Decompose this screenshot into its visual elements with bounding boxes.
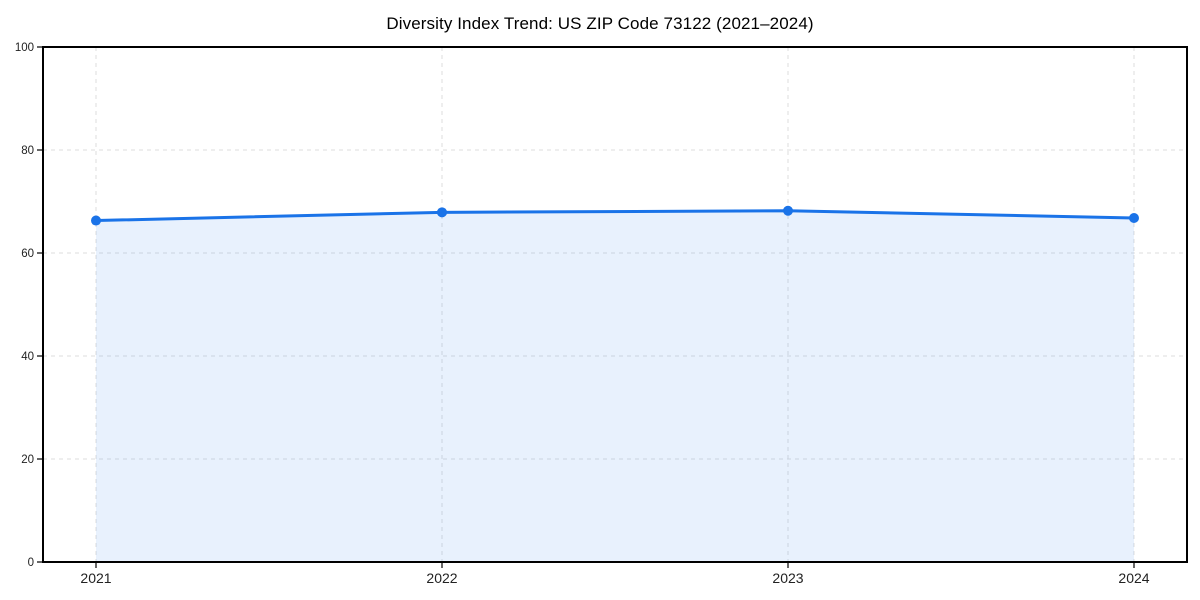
x-tick-label: 2022: [426, 570, 457, 586]
y-tick-label: 40: [21, 351, 34, 363]
y-tick-label: 0: [28, 557, 34, 569]
y-tick-label: 60: [21, 248, 34, 260]
x-tick-label: 2023: [772, 570, 803, 586]
chart-title: Diversity Index Trend: US ZIP Code 73122…: [386, 14, 814, 33]
y-tick-label: 20: [21, 454, 34, 466]
trend-line: [94, 209, 1136, 223]
data-point-2024: [1129, 212, 1139, 223]
y-tick-label: 80: [21, 145, 34, 157]
data-point-2021: [91, 215, 101, 226]
area-fill: [96, 210, 1134, 562]
x-tick-label: 2024: [1118, 570, 1149, 586]
y-tick-label: 100: [15, 42, 34, 54]
data-point-2022: [437, 207, 447, 218]
x-tick-label: 2021: [80, 570, 111, 586]
data-point-2023: [783, 205, 793, 216]
plot-border: [42, 46, 1188, 563]
